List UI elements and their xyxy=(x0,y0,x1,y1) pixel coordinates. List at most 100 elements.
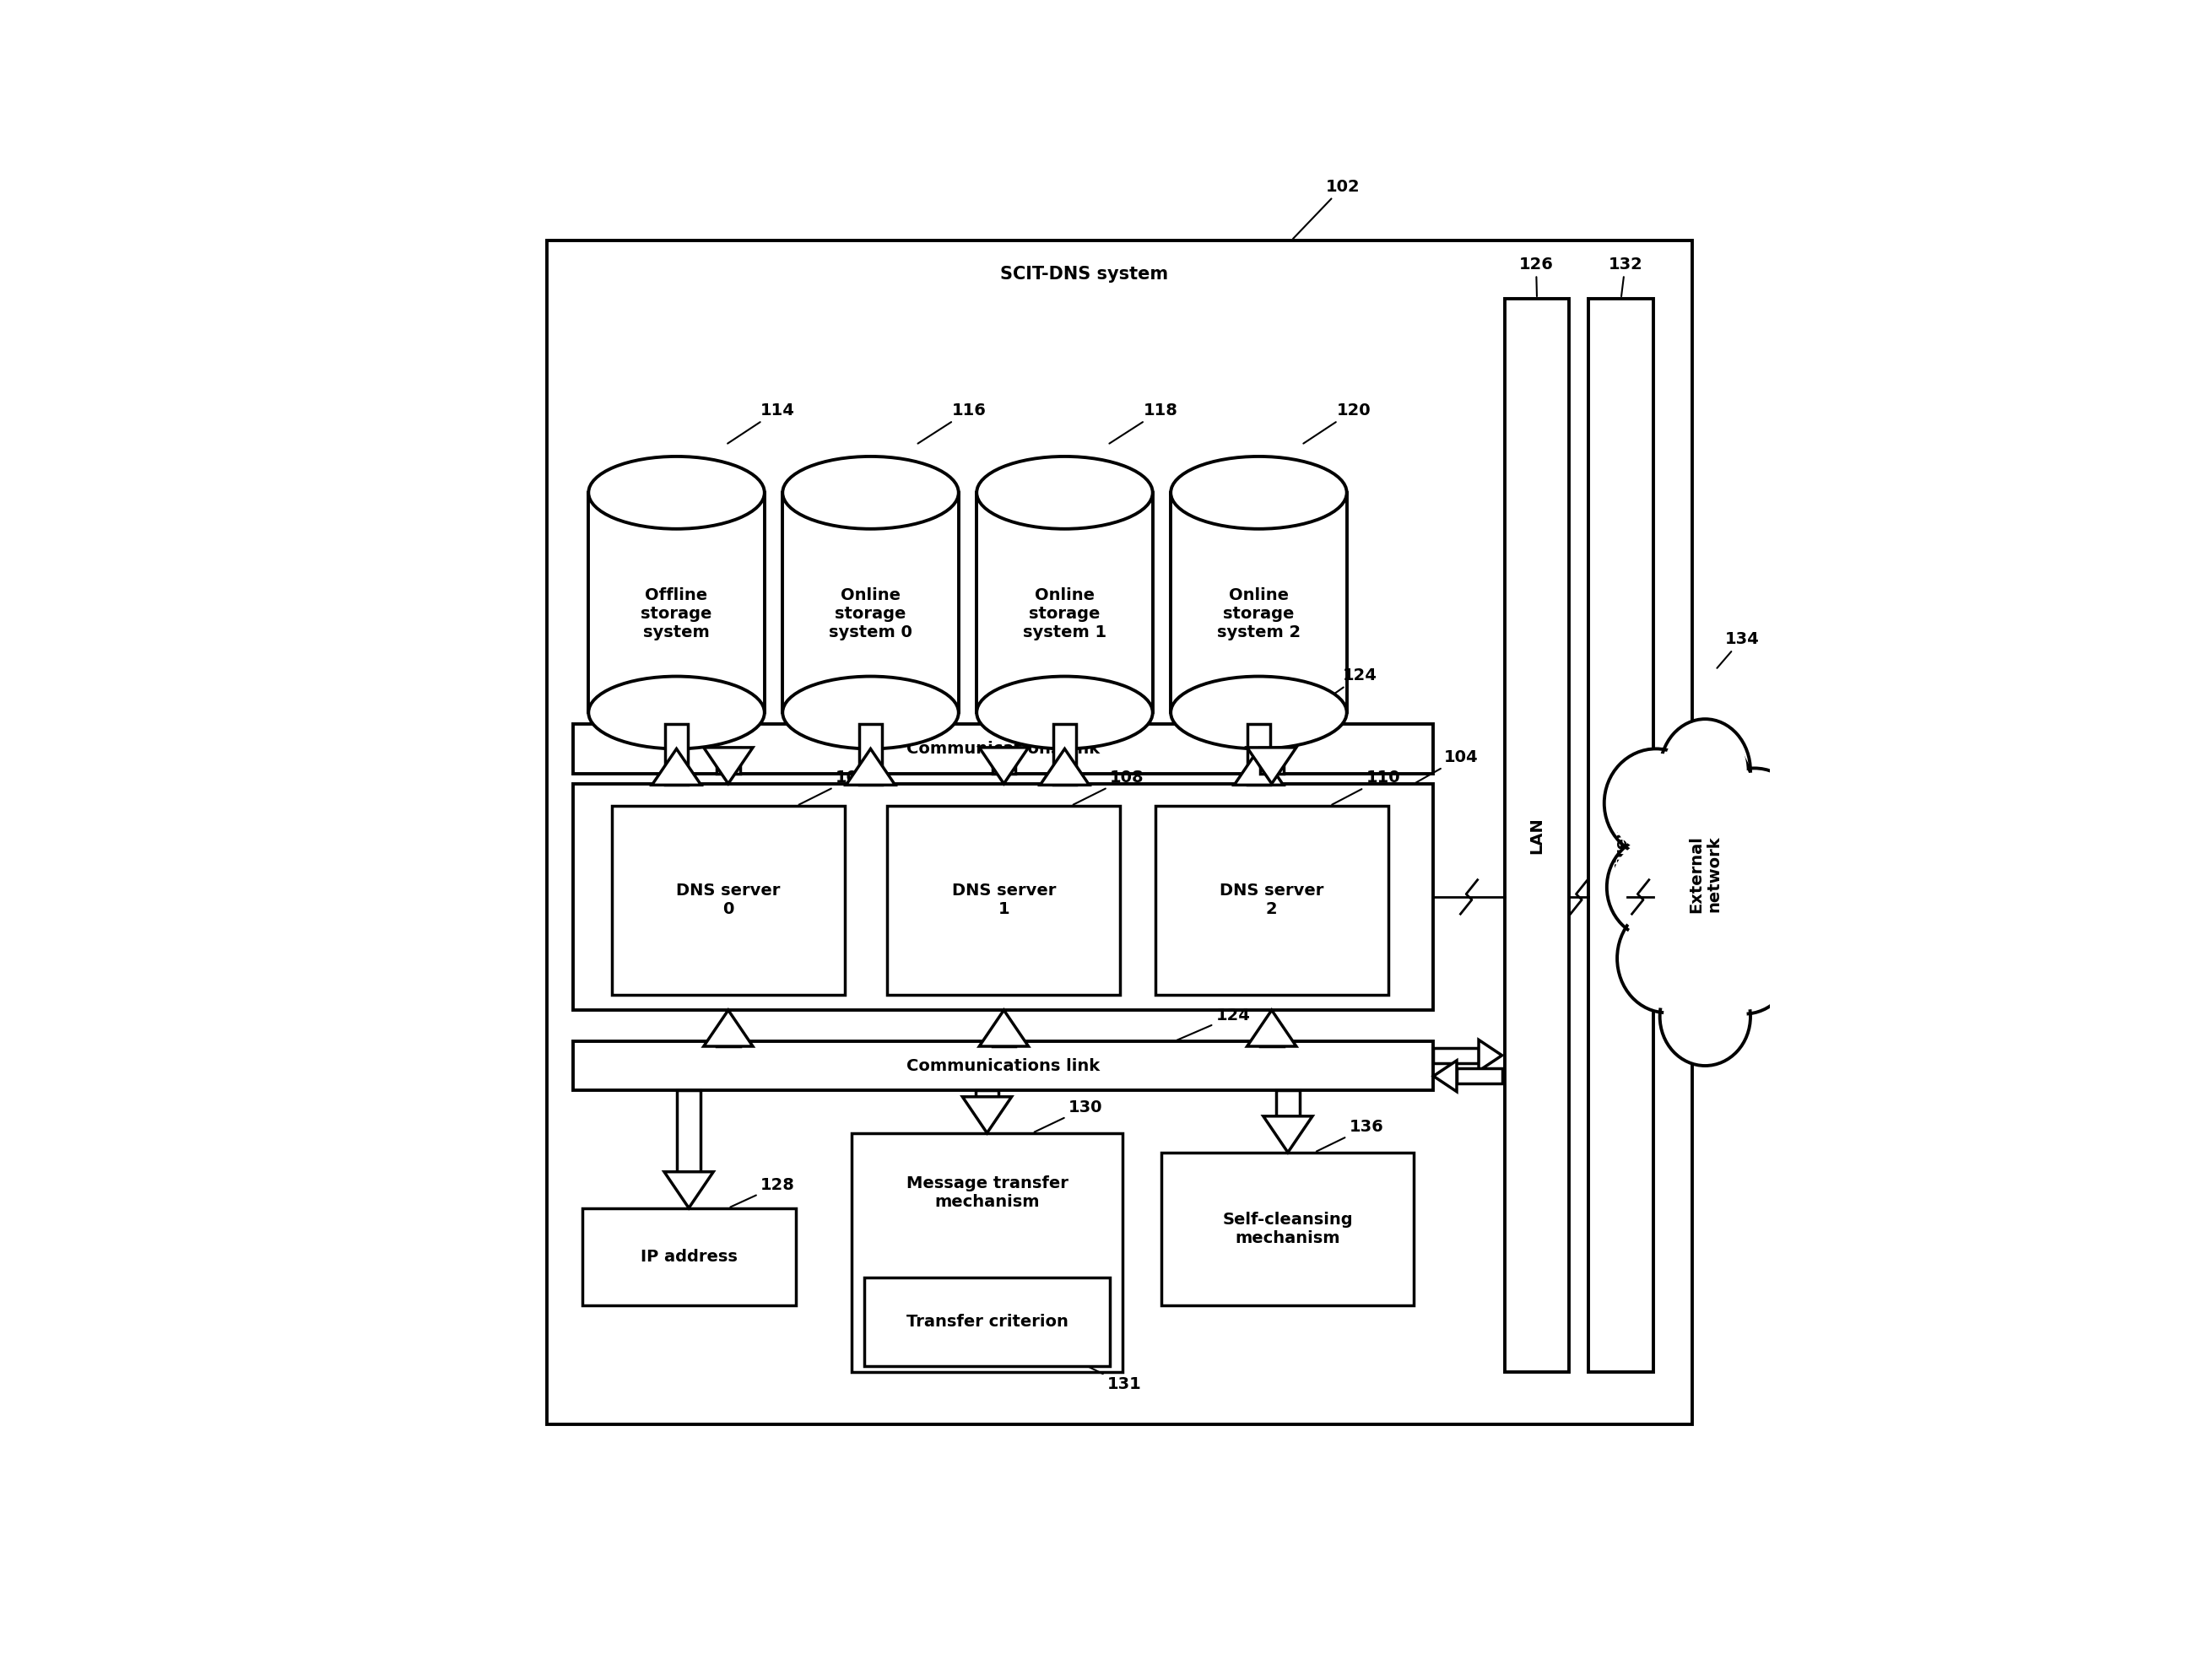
Ellipse shape xyxy=(1709,855,1799,946)
Polygon shape xyxy=(1170,492,1347,712)
Text: Message transfer
mechanism: Message transfer mechanism xyxy=(907,1176,1067,1210)
Text: LAN: LAN xyxy=(1529,816,1545,853)
Text: 108: 108 xyxy=(1074,769,1144,805)
Ellipse shape xyxy=(782,457,960,529)
Polygon shape xyxy=(993,1042,1014,1047)
Ellipse shape xyxy=(1170,457,1347,529)
Text: Offline
storage
system: Offline storage system xyxy=(642,586,712,640)
Text: 106: 106 xyxy=(800,769,870,805)
Text: Firewall: Firewall xyxy=(1613,798,1630,872)
Polygon shape xyxy=(977,492,1152,712)
Ellipse shape xyxy=(977,457,1152,529)
Polygon shape xyxy=(1264,1116,1312,1152)
Ellipse shape xyxy=(1606,835,1705,939)
Polygon shape xyxy=(979,1010,1028,1047)
Polygon shape xyxy=(1457,1068,1503,1084)
Bar xyxy=(548,240,1691,1425)
Ellipse shape xyxy=(589,677,765,749)
Ellipse shape xyxy=(782,677,960,749)
Text: 131: 131 xyxy=(1089,1368,1142,1393)
Polygon shape xyxy=(716,1042,741,1047)
Text: Self-cleansing
mechanism: Self-cleansing mechanism xyxy=(1223,1211,1354,1247)
Bar xyxy=(1161,1152,1413,1305)
Text: DNS server
1: DNS server 1 xyxy=(951,884,1056,917)
Ellipse shape xyxy=(1643,726,1768,1023)
Polygon shape xyxy=(975,1090,999,1097)
Bar xyxy=(850,1132,1124,1373)
Polygon shape xyxy=(1433,1048,1479,1063)
Text: 128: 128 xyxy=(730,1178,795,1206)
Polygon shape xyxy=(1041,749,1089,785)
Polygon shape xyxy=(782,492,960,712)
Text: 120: 120 xyxy=(1304,403,1372,444)
Text: 104: 104 xyxy=(1415,749,1479,783)
Bar xyxy=(611,806,846,995)
Text: 110: 110 xyxy=(1332,769,1400,805)
Text: Transfer criterion: Transfer criterion xyxy=(907,1314,1067,1331)
Text: External
network: External network xyxy=(1687,835,1722,912)
Polygon shape xyxy=(1433,1060,1457,1092)
Text: SCIT-DNS system: SCIT-DNS system xyxy=(999,265,1168,282)
Ellipse shape xyxy=(1663,722,1746,818)
Ellipse shape xyxy=(1661,719,1751,823)
Text: DNS server
2: DNS server 2 xyxy=(1220,884,1323,917)
Text: 116: 116 xyxy=(918,403,986,444)
Ellipse shape xyxy=(1170,677,1347,749)
Ellipse shape xyxy=(1621,909,1711,1008)
Ellipse shape xyxy=(1702,768,1805,877)
Text: 118: 118 xyxy=(1109,403,1179,444)
Bar xyxy=(574,1042,1433,1090)
Text: 132: 132 xyxy=(1608,257,1643,296)
Polygon shape xyxy=(716,748,741,773)
Bar xyxy=(887,806,1120,995)
Polygon shape xyxy=(1234,749,1284,785)
Bar xyxy=(1588,299,1654,1373)
Bar xyxy=(574,783,1433,1010)
Ellipse shape xyxy=(1645,732,1764,1016)
Polygon shape xyxy=(1260,748,1284,773)
Ellipse shape xyxy=(1661,968,1751,1065)
Polygon shape xyxy=(703,1010,754,1047)
Text: 130: 130 xyxy=(1034,1100,1102,1132)
Polygon shape xyxy=(677,1090,701,1173)
Text: Communications link: Communications link xyxy=(907,741,1100,756)
Polygon shape xyxy=(1054,724,1076,785)
Text: 102: 102 xyxy=(1293,178,1361,239)
Polygon shape xyxy=(703,748,754,783)
Bar xyxy=(574,724,1433,773)
Ellipse shape xyxy=(1696,911,1792,1015)
Ellipse shape xyxy=(1705,852,1803,949)
Ellipse shape xyxy=(1707,773,1801,872)
Text: IP address: IP address xyxy=(640,1248,736,1265)
Text: 124: 124 xyxy=(1177,1008,1251,1040)
Polygon shape xyxy=(1260,1042,1284,1047)
Polygon shape xyxy=(962,1097,1012,1132)
Text: 124: 124 xyxy=(1293,667,1378,722)
Ellipse shape xyxy=(1604,749,1707,857)
Polygon shape xyxy=(993,748,1014,773)
Ellipse shape xyxy=(589,457,765,529)
Text: 114: 114 xyxy=(727,403,795,444)
Text: DNS server
0: DNS server 0 xyxy=(677,884,780,917)
Polygon shape xyxy=(1247,724,1271,785)
Ellipse shape xyxy=(1663,971,1746,1062)
Ellipse shape xyxy=(1610,840,1700,934)
Polygon shape xyxy=(653,749,701,785)
Polygon shape xyxy=(846,749,896,785)
Polygon shape xyxy=(1247,1010,1297,1047)
Bar xyxy=(1155,806,1389,995)
Polygon shape xyxy=(589,492,765,712)
Polygon shape xyxy=(859,724,883,785)
Polygon shape xyxy=(664,1173,714,1208)
Text: 134: 134 xyxy=(1718,632,1759,669)
Text: Online
storage
system 0: Online storage system 0 xyxy=(828,586,911,640)
Ellipse shape xyxy=(1617,904,1716,1013)
Polygon shape xyxy=(1479,1040,1503,1070)
Ellipse shape xyxy=(1698,914,1790,1010)
Polygon shape xyxy=(1247,748,1297,783)
Text: Online
storage
system 1: Online storage system 1 xyxy=(1023,586,1106,640)
Text: 136: 136 xyxy=(1317,1119,1385,1151)
Text: Communications link: Communications link xyxy=(907,1058,1100,1074)
Polygon shape xyxy=(979,748,1028,783)
Polygon shape xyxy=(1275,1090,1299,1116)
